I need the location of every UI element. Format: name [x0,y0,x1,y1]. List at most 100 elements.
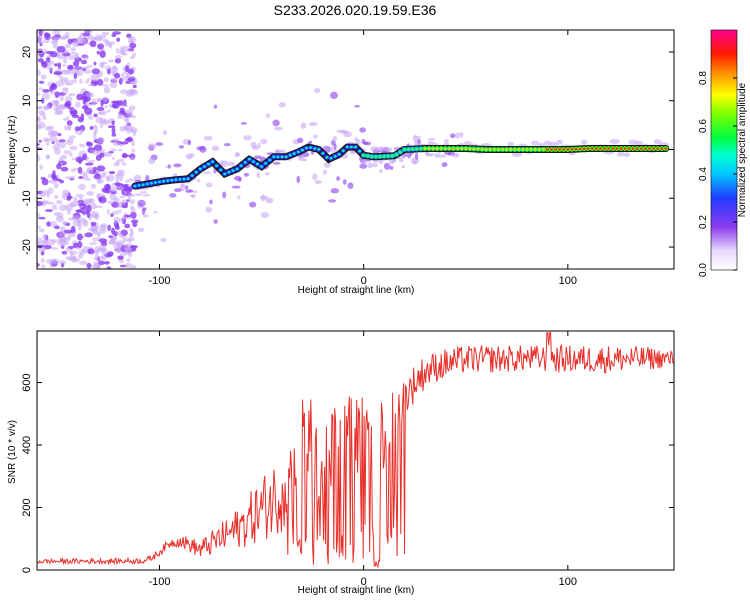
noise-blob [123,99,127,107]
noise-blob [91,213,99,219]
noise-blob [155,142,164,146]
noise-blob [128,178,134,182]
noise-blob [49,60,55,65]
noise-blob [63,229,73,234]
noise-blob [359,159,368,165]
noise-blob [38,194,47,197]
track-core [431,147,435,150]
noise-blob [50,247,59,250]
track-core [521,148,525,151]
x-tick-label: 0 [361,275,367,287]
spectrogram-x-axis: -100 0 100 [148,30,577,287]
noise-blob [187,139,191,146]
noise-blob [359,127,367,133]
noise-blob [113,197,120,203]
noise-blob [134,193,143,197]
colorbar-ticks: 0.0 0.2 0.4 0.6 0.8 [698,71,737,277]
noise-blob [455,132,461,139]
noise-blob [129,42,137,49]
noise-blob [119,195,126,199]
noise-blob [86,211,91,219]
track-core [590,147,594,150]
noise-blob [71,215,80,221]
noise-blob [104,105,108,109]
noise-blob [202,171,211,175]
snr-frame [36,330,675,571]
noise-blob [213,104,218,109]
noise-blob [119,107,125,114]
noise-blob [451,152,460,158]
track-core [407,148,411,151]
chart-title: S233.2026.020.19.59.E36 [274,2,437,18]
track-core [366,154,370,158]
track-core [243,161,247,164]
spectrogram-y-label: Frequency (Hz) [7,116,18,185]
track-core [288,153,292,157]
noise-blob [124,109,134,115]
noise-blob [103,260,110,265]
track-core [578,147,582,151]
noise-blob [530,140,540,146]
track-core [476,147,480,151]
noise-blob [71,114,80,119]
noise-blob [86,262,92,269]
noise-blob [330,188,339,194]
noise-blob [264,172,270,176]
noise-blob [111,133,117,137]
noise-blob [64,43,72,49]
noise-blob [46,238,55,247]
noise-blob [52,43,59,49]
noise-blob [113,73,121,79]
noise-blob [38,216,46,220]
noise-blob [83,54,89,61]
noise-blob [87,83,96,87]
y-tick-label: -20 [21,239,33,255]
noise-blob [115,222,120,229]
noise-blob [101,254,107,261]
noise-blob [162,130,167,136]
noise-blob [37,58,44,63]
noise-blob [297,137,304,144]
noise-blob [78,176,84,180]
noise-blob [55,80,65,87]
noise-blob [80,113,85,121]
noise-blob [127,238,132,243]
noise-blob [64,176,71,179]
noise-blob [379,169,383,174]
noise-blob [231,161,235,167]
noise-blob [185,189,193,193]
noise-blob [60,154,68,160]
noise-blob [278,102,286,108]
noise-blob [98,62,105,68]
noise-blob [45,50,55,55]
noise-blob [68,92,76,97]
noise-blob [196,146,205,151]
noise-blob [148,143,156,149]
noise-blob [128,186,133,192]
noise-blob [96,78,104,86]
noise-blob [313,87,321,94]
noise-blob [173,188,182,193]
noise-blob [96,178,104,184]
track-core [247,158,251,161]
track-core [607,147,611,150]
noise-blob [129,227,133,232]
noise-blob [412,134,418,142]
noise-blob [114,173,120,180]
noise-blob [427,140,435,146]
noise-blob [41,178,49,186]
noise-blob [61,250,68,255]
noise-blob [121,76,129,81]
noise-blob [74,126,81,132]
noise-blob [130,205,134,210]
track-core [562,148,566,151]
track-core [652,147,656,150]
snr-y-axis: 0 200 400 600 [21,373,674,573]
noise-blob [118,50,127,55]
track-core [382,155,386,158]
noise-blob [126,136,133,142]
noise-blob [67,65,73,70]
noise-blob [84,232,93,238]
noise-blob [46,258,55,265]
noise-blob [203,135,213,141]
